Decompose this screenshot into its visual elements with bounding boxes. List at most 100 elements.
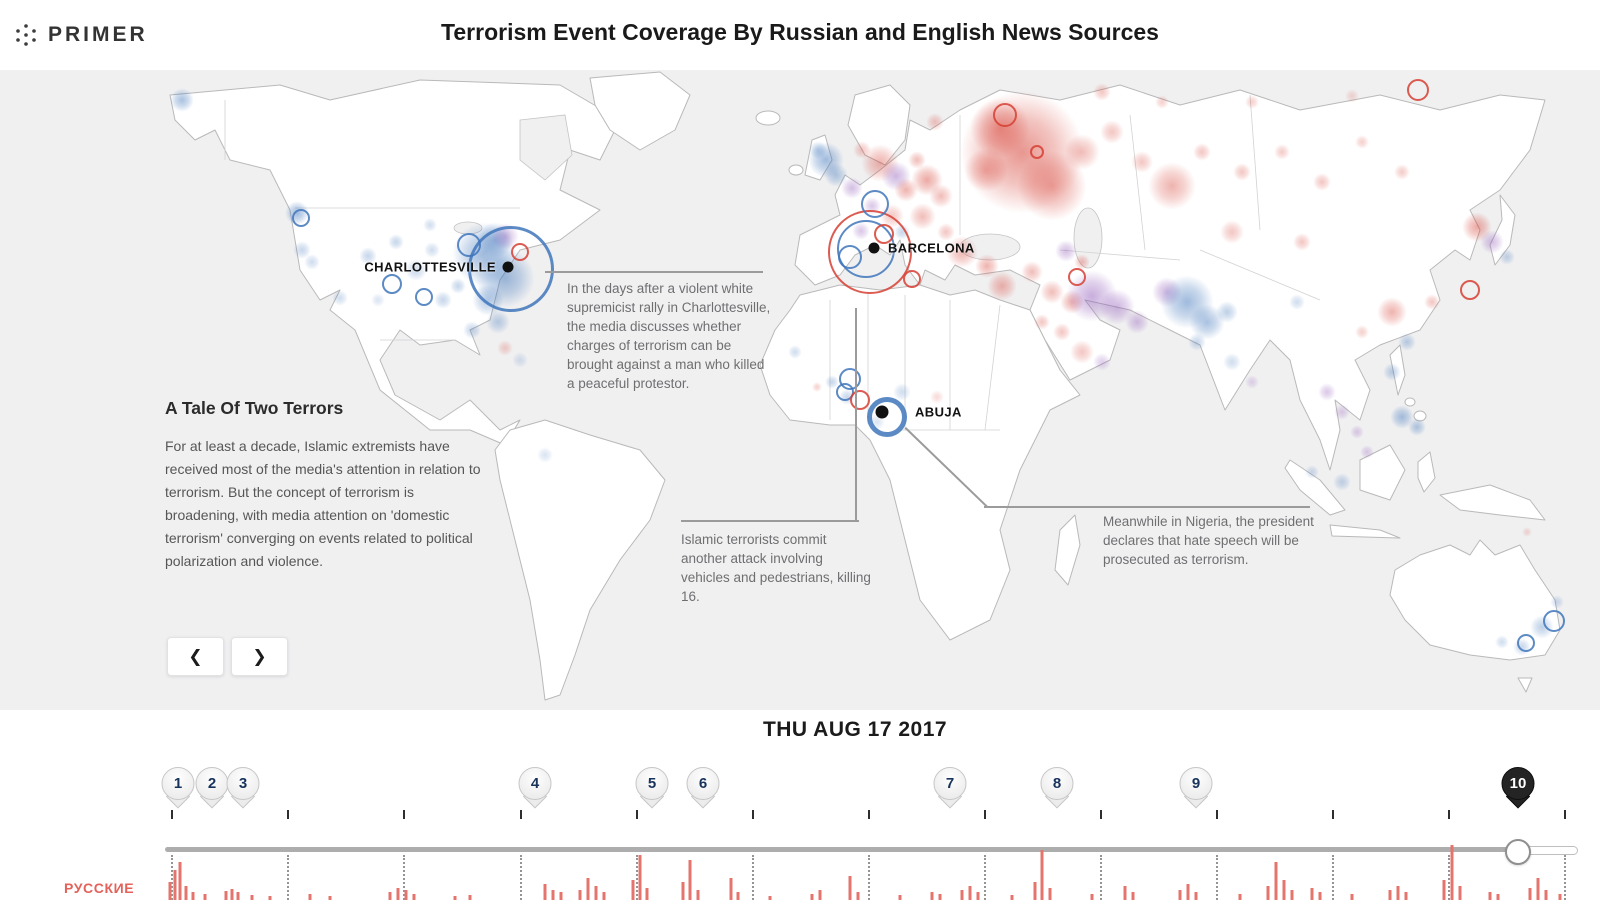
chart-bar bbox=[578, 890, 582, 900]
chart-bar bbox=[968, 886, 972, 900]
slider-handle[interactable] bbox=[1505, 839, 1531, 865]
chart-bar bbox=[688, 860, 692, 900]
event-ring-blue bbox=[1543, 610, 1565, 632]
event-ring-red bbox=[993, 103, 1017, 127]
next-story-button[interactable]: ❯ bbox=[231, 637, 288, 676]
timeline-marker-8[interactable]: 8 bbox=[1040, 767, 1074, 813]
chart-bar bbox=[631, 880, 635, 900]
city-marker-dot[interactable] bbox=[502, 261, 514, 273]
chart-bar bbox=[168, 882, 172, 900]
annotation-connector bbox=[681, 520, 859, 522]
chart-bar bbox=[1458, 886, 1462, 900]
timeline-tick bbox=[636, 810, 638, 819]
chart-bar bbox=[551, 890, 555, 900]
event-ring-red bbox=[903, 270, 921, 288]
primer-logo[interactable]: PRIMER bbox=[14, 21, 148, 49]
chart-bar bbox=[1266, 886, 1270, 900]
chart-bar bbox=[1488, 892, 1492, 900]
chart-gridline bbox=[520, 855, 522, 900]
timeline-tick bbox=[868, 810, 870, 819]
story-panel: A Tale Of Two Terrors For at least a dec… bbox=[165, 398, 487, 573]
event-ring-red bbox=[874, 224, 894, 244]
map-annotation: Meanwhile in Nigeria, the president decl… bbox=[1103, 514, 1314, 567]
chart-gridline bbox=[752, 855, 754, 900]
timeline-marker-6[interactable]: 6 bbox=[686, 767, 720, 813]
event-ring-blue bbox=[457, 233, 481, 257]
chart-bar bbox=[976, 892, 980, 900]
chart-bar bbox=[1010, 895, 1014, 900]
story-title: A Tale Of Two Terrors bbox=[165, 398, 344, 418]
timeline-marker-10[interactable]: 10 bbox=[1501, 767, 1535, 813]
event-ring-red bbox=[1068, 268, 1086, 286]
chart-bar bbox=[768, 896, 772, 900]
chart-bar bbox=[645, 888, 649, 900]
timeline-marker-number: 6 bbox=[686, 767, 720, 800]
timeline-tick bbox=[1216, 810, 1218, 819]
timeline-tick bbox=[403, 810, 405, 819]
timeline-marker-3[interactable]: 3 bbox=[226, 767, 260, 813]
annotation-connector bbox=[545, 271, 763, 273]
timeline-marker-number: 3 bbox=[226, 767, 260, 800]
chart-bar bbox=[1388, 890, 1392, 900]
chart-gridline bbox=[984, 855, 986, 900]
timeline-marker-5[interactable]: 5 bbox=[635, 767, 669, 813]
timeline-tick bbox=[1448, 810, 1450, 819]
annotation-connector bbox=[984, 506, 1310, 508]
chart-gridline bbox=[636, 855, 638, 900]
event-ring-blue bbox=[838, 245, 862, 269]
chart-gridline bbox=[1448, 855, 1450, 900]
chart-bar bbox=[1450, 845, 1454, 900]
prev-story-button[interactable]: ❮ bbox=[167, 637, 224, 676]
chart-bar bbox=[1238, 894, 1242, 900]
chart-bar bbox=[602, 892, 606, 900]
chart-gridline bbox=[1332, 855, 1334, 900]
chart-gridline bbox=[1216, 855, 1218, 900]
timeline-tick bbox=[1100, 810, 1102, 819]
chart-bar bbox=[1496, 894, 1500, 900]
chart-bar bbox=[412, 894, 416, 900]
event-ring-blue bbox=[861, 190, 889, 218]
timeline-marker-4[interactable]: 4 bbox=[518, 767, 552, 813]
chart-bar bbox=[1350, 894, 1354, 900]
annotation-connector bbox=[855, 308, 857, 521]
chart-gridline bbox=[868, 855, 870, 900]
event-ring-red bbox=[850, 390, 870, 410]
event-ring-red bbox=[1030, 145, 1044, 159]
chart-bar bbox=[594, 886, 598, 900]
chart-bar bbox=[960, 890, 964, 900]
slider-track[interactable] bbox=[165, 847, 1518, 852]
chart-bar bbox=[1123, 886, 1127, 900]
chart-gridline bbox=[1564, 855, 1566, 900]
chart-bar bbox=[1310, 888, 1314, 900]
event-ring-blue bbox=[415, 288, 433, 306]
event-ring-red bbox=[1460, 280, 1480, 300]
map-annotation: In the days after a violent white suprem… bbox=[567, 281, 771, 391]
chart-bar bbox=[1442, 880, 1446, 900]
timeline-marker-number: 9 bbox=[1179, 767, 1213, 800]
timeline-marker-number: 2 bbox=[195, 767, 229, 800]
timeline-marker-number: 10 bbox=[1501, 767, 1535, 800]
timeline-marker-9[interactable]: 9 bbox=[1179, 767, 1213, 813]
chart-bar bbox=[1040, 850, 1044, 900]
russian-series-label: РУССКИЕ bbox=[64, 880, 135, 896]
event-ring-blue bbox=[867, 397, 907, 437]
header: PRIMER Terrorism Event Coverage By Russi… bbox=[0, 0, 1600, 71]
timeline-marker-7[interactable]: 7 bbox=[933, 767, 967, 813]
event-ring-blue bbox=[468, 226, 554, 312]
timeline-marker-1[interactable]: 1 bbox=[161, 767, 195, 813]
chart-bar bbox=[1404, 892, 1408, 900]
primer-logo-icon bbox=[16, 24, 36, 46]
city-label: ABUJA bbox=[915, 404, 962, 420]
timeline-tick bbox=[1564, 810, 1566, 819]
chart-bar bbox=[1318, 892, 1322, 900]
timeline-marker-2[interactable]: 2 bbox=[195, 767, 229, 813]
chart-bar bbox=[250, 895, 254, 900]
event-ring-blue bbox=[1517, 634, 1535, 652]
chart-bar bbox=[1186, 884, 1190, 900]
timeline-marker-number: 7 bbox=[933, 767, 967, 800]
chart-bar bbox=[1090, 894, 1094, 900]
chart-bar bbox=[930, 892, 934, 900]
city-marker-dot[interactable] bbox=[875, 405, 889, 419]
chart-bar bbox=[224, 891, 228, 900]
city-marker-dot[interactable] bbox=[868, 242, 880, 254]
